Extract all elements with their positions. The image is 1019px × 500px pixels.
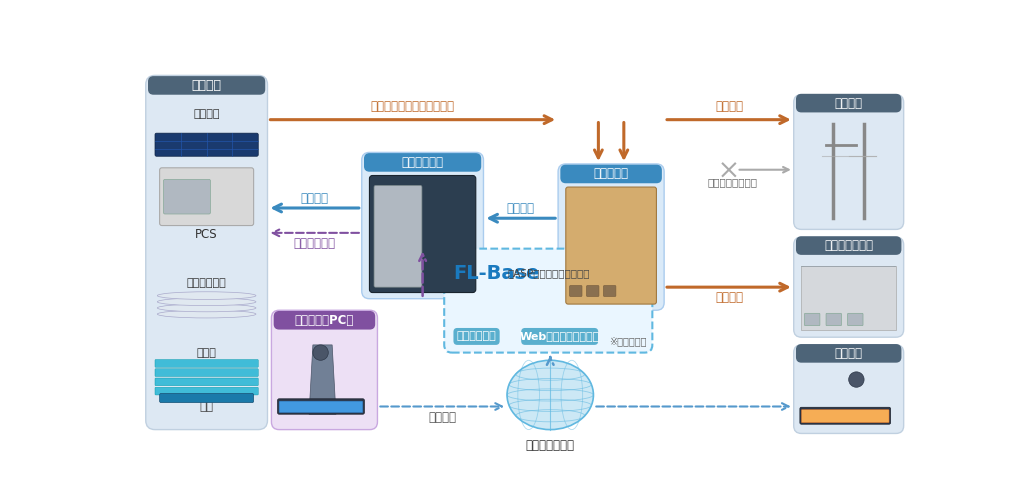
Text: オフィスや工場: オフィスや工場 [823, 239, 872, 252]
FancyBboxPatch shape [163, 180, 210, 214]
FancyBboxPatch shape [804, 314, 819, 326]
FancyBboxPatch shape [155, 387, 258, 395]
Text: 売らずに自家消費: 売らずに自家消費 [707, 177, 757, 187]
FancyBboxPatch shape [369, 176, 475, 292]
Text: Webアプリケーション: Webアプリケーション [519, 332, 599, 342]
Text: 自家消費: 自家消費 [714, 292, 742, 304]
FancyBboxPatch shape [603, 286, 615, 296]
FancyBboxPatch shape [279, 401, 363, 412]
FancyBboxPatch shape [365, 154, 480, 171]
FancyBboxPatch shape [569, 286, 582, 296]
Text: 受変電設備: 受変電設備 [593, 168, 628, 180]
FancyBboxPatch shape [159, 394, 254, 402]
Text: FL-Base: FL-Base [453, 264, 539, 283]
FancyBboxPatch shape [847, 314, 862, 326]
FancyBboxPatch shape [362, 152, 483, 298]
Text: データベース: データベース [457, 332, 496, 342]
FancyBboxPatch shape [825, 314, 841, 326]
Text: 出力制御命令: 出力制御命令 [293, 237, 335, 250]
FancyBboxPatch shape [799, 408, 890, 424]
FancyBboxPatch shape [793, 237, 903, 337]
Text: 太陽電池: 太陽電池 [194, 109, 220, 119]
Text: （ASPプラットフォーム）: （ASPプラットフォーム） [506, 268, 589, 278]
FancyBboxPatch shape [444, 248, 652, 352]
FancyBboxPatch shape [796, 94, 900, 112]
FancyBboxPatch shape [521, 328, 597, 345]
FancyBboxPatch shape [146, 76, 267, 430]
Text: ※オプション: ※オプション [608, 336, 646, 346]
Text: PCS: PCS [195, 228, 218, 241]
FancyBboxPatch shape [155, 378, 258, 386]
FancyBboxPatch shape [793, 94, 903, 230]
FancyBboxPatch shape [801, 410, 889, 422]
FancyBboxPatch shape [277, 399, 364, 414]
Text: 電力会社: 電力会社 [834, 96, 862, 110]
Polygon shape [801, 266, 895, 283]
FancyBboxPatch shape [557, 164, 663, 310]
Text: 買電電力: 買電電力 [714, 100, 742, 112]
FancyBboxPatch shape [274, 312, 374, 328]
FancyBboxPatch shape [155, 369, 258, 376]
FancyBboxPatch shape [453, 328, 499, 345]
FancyBboxPatch shape [374, 186, 422, 287]
FancyBboxPatch shape [793, 345, 903, 434]
Circle shape [313, 345, 328, 360]
Text: （出力制御した）発電電力: （出力制御した）発電電力 [371, 100, 454, 112]
Text: 制御設定: 制御設定 [428, 411, 455, 424]
Text: 計測対象: 計測対象 [192, 79, 221, 92]
FancyBboxPatch shape [155, 133, 258, 156]
FancyBboxPatch shape [159, 168, 254, 226]
FancyBboxPatch shape [796, 237, 900, 254]
FancyBboxPatch shape [155, 360, 258, 367]
FancyBboxPatch shape [566, 187, 656, 304]
Text: お客さま: お客さま [834, 347, 862, 360]
Ellipse shape [157, 304, 256, 312]
Text: 計測制御機器: 計測制御機器 [401, 156, 443, 169]
Ellipse shape [157, 292, 256, 300]
Ellipse shape [157, 310, 256, 318]
Text: 蓄電池: 蓄電池 [197, 348, 216, 358]
Text: 発電計測: 発電計測 [301, 192, 328, 205]
FancyBboxPatch shape [796, 345, 900, 362]
FancyBboxPatch shape [560, 166, 660, 182]
Text: お客さま（PC）: お客さま（PC） [294, 314, 354, 327]
Circle shape [848, 372, 863, 387]
Ellipse shape [157, 298, 256, 306]
Text: インターネット: インターネット [525, 439, 574, 452]
Text: 買電計測: 買電計測 [506, 202, 534, 215]
Polygon shape [309, 345, 335, 414]
FancyBboxPatch shape [586, 286, 598, 296]
FancyBboxPatch shape [149, 77, 264, 94]
Text: 日射・気温計: 日射・気温計 [186, 278, 226, 288]
FancyBboxPatch shape [271, 310, 377, 430]
Polygon shape [801, 266, 895, 330]
Text: など: など [200, 400, 213, 413]
Ellipse shape [506, 360, 593, 430]
